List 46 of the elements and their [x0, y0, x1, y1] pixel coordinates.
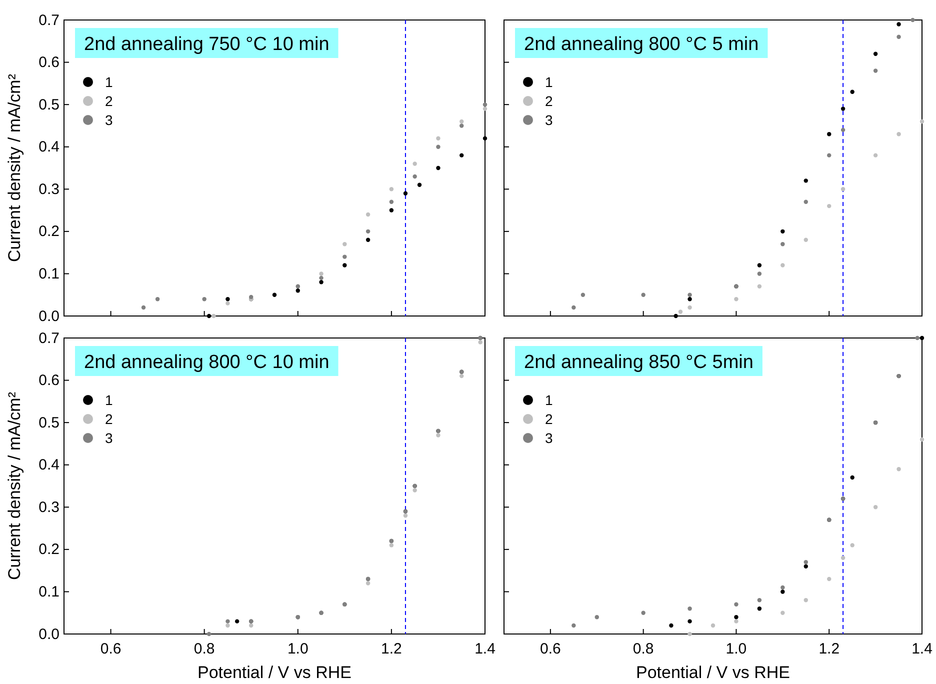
- y-tick-label: 0.4: [38, 138, 60, 156]
- x-tick-label: 1.2: [818, 640, 840, 658]
- text: 2nd annealing 850 °C 5min: [524, 352, 754, 373]
- legend-label: 2: [105, 411, 113, 427]
- y-tick-label: 0.7: [38, 12, 60, 29]
- y-tick-label: 0.0: [38, 626, 60, 643]
- x-tick-label: 0.8: [632, 640, 654, 658]
- y-axis-title: Current density / mA/cm²: [5, 74, 24, 262]
- y-tick-label: 0.5: [38, 414, 60, 432]
- y-tick-label: 0.5: [38, 96, 60, 114]
- legend-label: 2: [105, 93, 113, 109]
- legend-label: 3: [105, 112, 113, 128]
- x-tick-label: 0.6: [100, 640, 122, 658]
- text: 2nd annealing 750 °C 10 min: [84, 34, 330, 55]
- x-axis-title: Potential / V vs RHE: [197, 663, 352, 682]
- y-tick-label: 0.6: [38, 372, 60, 390]
- x-tick-label: 0.8: [194, 640, 215, 658]
- legend-label: 3: [545, 112, 553, 128]
- y-tick-label: 0.3: [38, 180, 60, 198]
- y-tick-label: 0.6: [38, 54, 60, 72]
- legend-label: 1: [545, 392, 553, 408]
- text: 2nd annealing 800 °C 5 min: [524, 34, 759, 55]
- y-tick-label: 0.1: [38, 584, 60, 601]
- legend-label: 3: [105, 430, 113, 446]
- text: 2nd annealing 800 °C 10 min: [84, 352, 330, 373]
- x-tick-label: 1.4: [912, 640, 932, 658]
- legend-label: 1: [105, 392, 113, 408]
- x-tick-label: 1.2: [381, 640, 402, 658]
- x-tick-label: 1.0: [287, 640, 308, 658]
- x-axis-title: Potential / V vs RHE: [636, 663, 790, 682]
- y-tick-label: 0.0: [38, 308, 60, 325]
- y-tick-label: 0.7: [38, 330, 60, 347]
- legend-label: 2: [545, 411, 553, 427]
- x-tick-label: 1.4: [474, 640, 496, 658]
- x-tick-label: 0.6: [540, 640, 561, 658]
- y-tick-label: 0.3: [38, 498, 60, 516]
- y-tick-label: 0.4: [38, 456, 60, 474]
- legend-label: 3: [545, 430, 553, 446]
- y-axis-title: Current density / mA/cm²: [5, 392, 24, 580]
- y-tick-label: 0.2: [38, 541, 60, 558]
- x-tick-label: 1.0: [726, 640, 747, 658]
- legend-label: 1: [545, 74, 553, 90]
- y-tick-label: 0.2: [38, 223, 60, 240]
- legend-label: 1: [105, 74, 113, 90]
- y-tick-label: 0.1: [38, 266, 60, 283]
- legend-label: 2: [545, 93, 553, 109]
